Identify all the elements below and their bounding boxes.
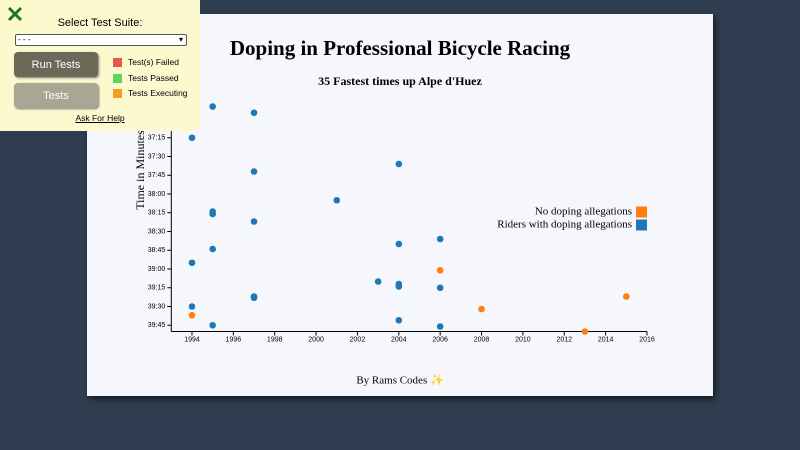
dot <box>188 259 196 267</box>
dot <box>209 321 216 329</box>
y-tick-label: 39:00 <box>148 266 166 273</box>
x-tick-label: 2000 <box>308 336 324 343</box>
dot <box>436 266 444 274</box>
help-link[interactable]: Ask For Help <box>75 113 125 123</box>
dot <box>623 293 630 300</box>
dot <box>209 245 216 253</box>
y-tick-label: 37:45 <box>148 172 166 179</box>
y-tick-label: 39:45 <box>148 322 166 329</box>
panel-heading: Select Test Suite: <box>57 17 143 29</box>
dot <box>581 328 589 335</box>
dot <box>188 134 196 142</box>
y-tick-label: 38:45 <box>148 247 166 254</box>
y-tick-label: 39:30 <box>148 303 166 310</box>
y-tick-label: 37:15 <box>148 135 166 142</box>
dot <box>436 323 444 330</box>
suite-select[interactable]: - - - ▾ <box>15 34 187 46</box>
y-tick-label: 37:30 <box>148 153 166 160</box>
dot <box>478 305 485 313</box>
dot <box>209 103 216 110</box>
chart-title: Doping in Professional Bicycle Racing <box>230 36 571 60</box>
x-tick-label: 2016 <box>639 336 655 343</box>
legend-label: No doping allegations <box>535 206 632 218</box>
close-icon[interactable] <box>7 6 23 22</box>
legend-label: Tests Executing <box>128 88 188 98</box>
x-tick-label: 2004 <box>391 336 407 343</box>
dot <box>250 109 258 117</box>
dot <box>395 283 403 290</box>
footer: By Rams Codes ✨ <box>356 374 444 387</box>
dot <box>250 168 258 175</box>
chart-subtitle: 35 Fastest times up Alpe d'Huez <box>318 74 482 88</box>
dot <box>250 218 258 225</box>
dot <box>436 235 444 243</box>
x-tick-label: 1998 <box>267 336 283 343</box>
x-tick-label: 2006 <box>432 336 448 343</box>
dot <box>436 284 444 292</box>
x-tick-label: 1996 <box>226 336 242 343</box>
x-tick-label: 2012 <box>556 336 572 343</box>
y-tick-label: 38:00 <box>148 191 166 198</box>
legend-swatch <box>636 219 647 231</box>
run-tests-button[interactable]: Run Tests <box>14 52 98 77</box>
x-tick-label: 2014 <box>598 336 614 343</box>
y-tick-label: 38:15 <box>148 210 166 217</box>
legend-label: Test(s) Failed <box>128 57 180 67</box>
tests-button[interactable]: Tests <box>14 83 98 108</box>
y-axis-label: Time in Minutes <box>133 130 147 210</box>
y-tick-label: 38:30 <box>148 228 166 235</box>
legend-swatch <box>113 58 122 67</box>
x-tick-label: 2010 <box>515 336 531 343</box>
select-value: - - - <box>18 35 31 44</box>
x-tick-label: 2002 <box>350 336 366 343</box>
dot <box>188 303 196 310</box>
x-tick-label: 1994 <box>184 336 200 343</box>
legend-label: Riders with doping allegations <box>497 219 632 231</box>
dot <box>395 240 403 248</box>
dot <box>395 316 403 324</box>
y-tick-label: 39:15 <box>148 285 166 292</box>
legend-label: Tests Passed <box>128 73 179 83</box>
dot <box>209 210 216 218</box>
legend-swatch <box>636 206 647 218</box>
legend-swatch <box>113 74 122 83</box>
dot <box>395 160 403 168</box>
dot <box>333 196 341 204</box>
dot <box>250 294 258 302</box>
test-panel: Select Test Suite: - - - ▾ Run Tests Test… <box>0 0 200 131</box>
dot <box>188 311 196 319</box>
dot <box>374 278 382 285</box>
x-tick-label: 2008 <box>474 336 490 343</box>
legend-swatch <box>113 89 122 98</box>
